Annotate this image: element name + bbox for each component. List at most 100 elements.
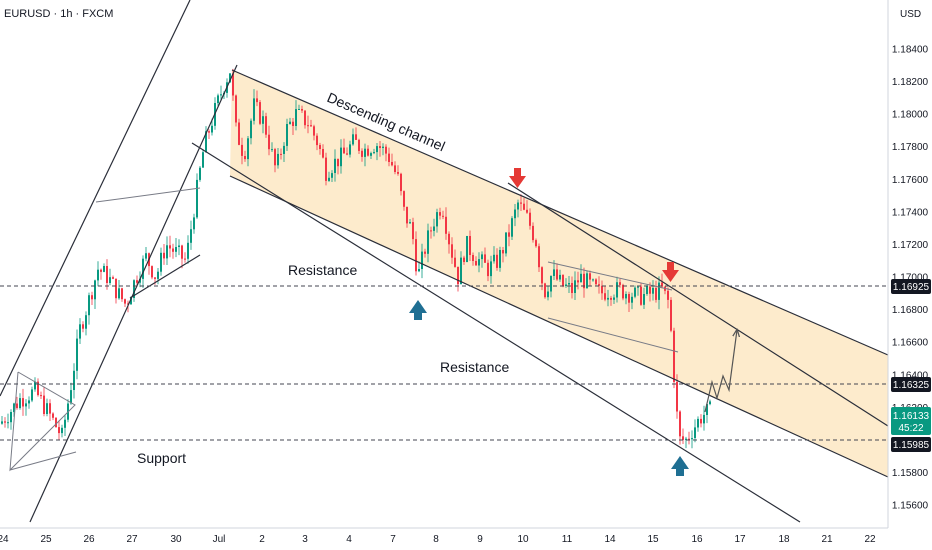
- svg-text:1.16133: 1.16133: [893, 411, 930, 422]
- candle-body: [361, 150, 363, 157]
- candle-body: [493, 254, 495, 262]
- candle-body: [379, 146, 381, 148]
- left-triangle: [9, 371, 76, 472]
- candle-body: [406, 206, 408, 224]
- candle-body: [205, 131, 207, 153]
- candle-body: [499, 250, 501, 268]
- candle-body: [217, 95, 219, 104]
- candle-body: [238, 122, 240, 145]
- candle-body: [565, 284, 567, 286]
- candle-body: [385, 146, 387, 154]
- candle-body: [328, 177, 330, 181]
- candles-layer: [1, 68, 711, 449]
- candle-body: [418, 269, 420, 272]
- inner-descending-line: [191, 142, 801, 523]
- rising-channel-upper: [0, 0, 191, 397]
- candle-body: [709, 401, 711, 405]
- candle-body: [538, 246, 540, 268]
- candle-body: [46, 403, 48, 414]
- candle-body: [598, 284, 600, 286]
- candle-body: [634, 287, 636, 297]
- time-axis[interactable]: [0, 528, 888, 550]
- candle-body: [529, 212, 531, 226]
- candle-body: [673, 330, 675, 382]
- candle-body: [181, 245, 183, 259]
- candle-body: [256, 98, 258, 103]
- candle-body: [619, 282, 621, 285]
- upper-descending-line: [507, 182, 889, 427]
- price-tick-label: 1.18200: [892, 77, 929, 88]
- candle-body: [541, 267, 543, 284]
- candle-body: [433, 226, 435, 231]
- candle-body: [244, 156, 246, 160]
- candle-body: [118, 288, 120, 299]
- svg-text:1.16325: 1.16325: [893, 380, 930, 391]
- projection-path: [704, 330, 737, 413]
- candle-body: [703, 414, 705, 424]
- candle-body: [490, 261, 492, 277]
- candle-body: [451, 244, 453, 258]
- candle-body: [121, 288, 123, 300]
- candle-body: [337, 158, 339, 167]
- candle-body: [157, 271, 159, 279]
- candle-body: [172, 248, 174, 252]
- candle-body: [586, 273, 588, 289]
- candle-body: [511, 218, 513, 237]
- candle-body: [688, 438, 690, 440]
- time-tick-label: 2: [259, 534, 265, 545]
- time-tick-labels: 24 25 26 27 30 Jul 2 3 4 7 8 9 10 11 14 15 16 17 18 21 22: [0, 534, 876, 545]
- time-tick-label: 11: [562, 534, 573, 545]
- candle-body: [265, 116, 267, 135]
- candle-body: [397, 172, 399, 174]
- time-tick-label: 30: [170, 534, 182, 545]
- candle-body: [448, 233, 450, 245]
- candle-body: [40, 395, 42, 397]
- candle-body: [106, 266, 108, 283]
- candle-body: [127, 303, 129, 305]
- candle-body: [487, 262, 489, 277]
- candle-body: [88, 295, 90, 316]
- candle-body: [220, 94, 222, 96]
- resistance-label-2: Resistance: [440, 359, 509, 375]
- candle-body: [58, 427, 60, 434]
- candle-body: [115, 278, 117, 299]
- candle-body: [646, 286, 648, 294]
- candle-body: [535, 240, 537, 247]
- candle-body: [37, 381, 39, 396]
- candle-body: [10, 412, 12, 423]
- wedge-top: [95, 187, 201, 203]
- candle-body: [436, 212, 438, 227]
- candle-body: [97, 269, 99, 281]
- candle-body: [505, 232, 507, 254]
- candle-body: [457, 266, 459, 285]
- candle-body: [469, 236, 471, 255]
- flag-bottom: [547, 317, 679, 353]
- candle-body: [112, 277, 114, 279]
- down-arrow-2: [662, 262, 679, 282]
- candle-body: [187, 242, 189, 259]
- candle-body: [325, 157, 327, 181]
- patterns: [9, 187, 679, 472]
- candle-body: [676, 381, 678, 412]
- time-tick-label: 22: [864, 534, 876, 545]
- candle-body: [73, 370, 75, 390]
- time-tick-label: 3: [302, 534, 308, 545]
- candle-body: [559, 274, 561, 280]
- candle-body: [109, 277, 111, 283]
- price-tick-label: 1.17200: [892, 240, 929, 251]
- price-tick-label: 1.16400: [892, 370, 929, 381]
- level-lines: [0, 285, 888, 441]
- candle-body: [28, 400, 30, 404]
- candle-body: [259, 102, 261, 124]
- candle-body: [607, 297, 609, 300]
- candle-body: [466, 236, 468, 262]
- candle-body: [202, 152, 204, 168]
- candle-body: [613, 297, 615, 300]
- candle-body: [403, 191, 405, 207]
- candle-body: [175, 247, 177, 252]
- candle-body: [289, 121, 291, 124]
- candle-body: [484, 254, 486, 263]
- candle-body: [460, 257, 462, 285]
- candle-body: [235, 95, 237, 123]
